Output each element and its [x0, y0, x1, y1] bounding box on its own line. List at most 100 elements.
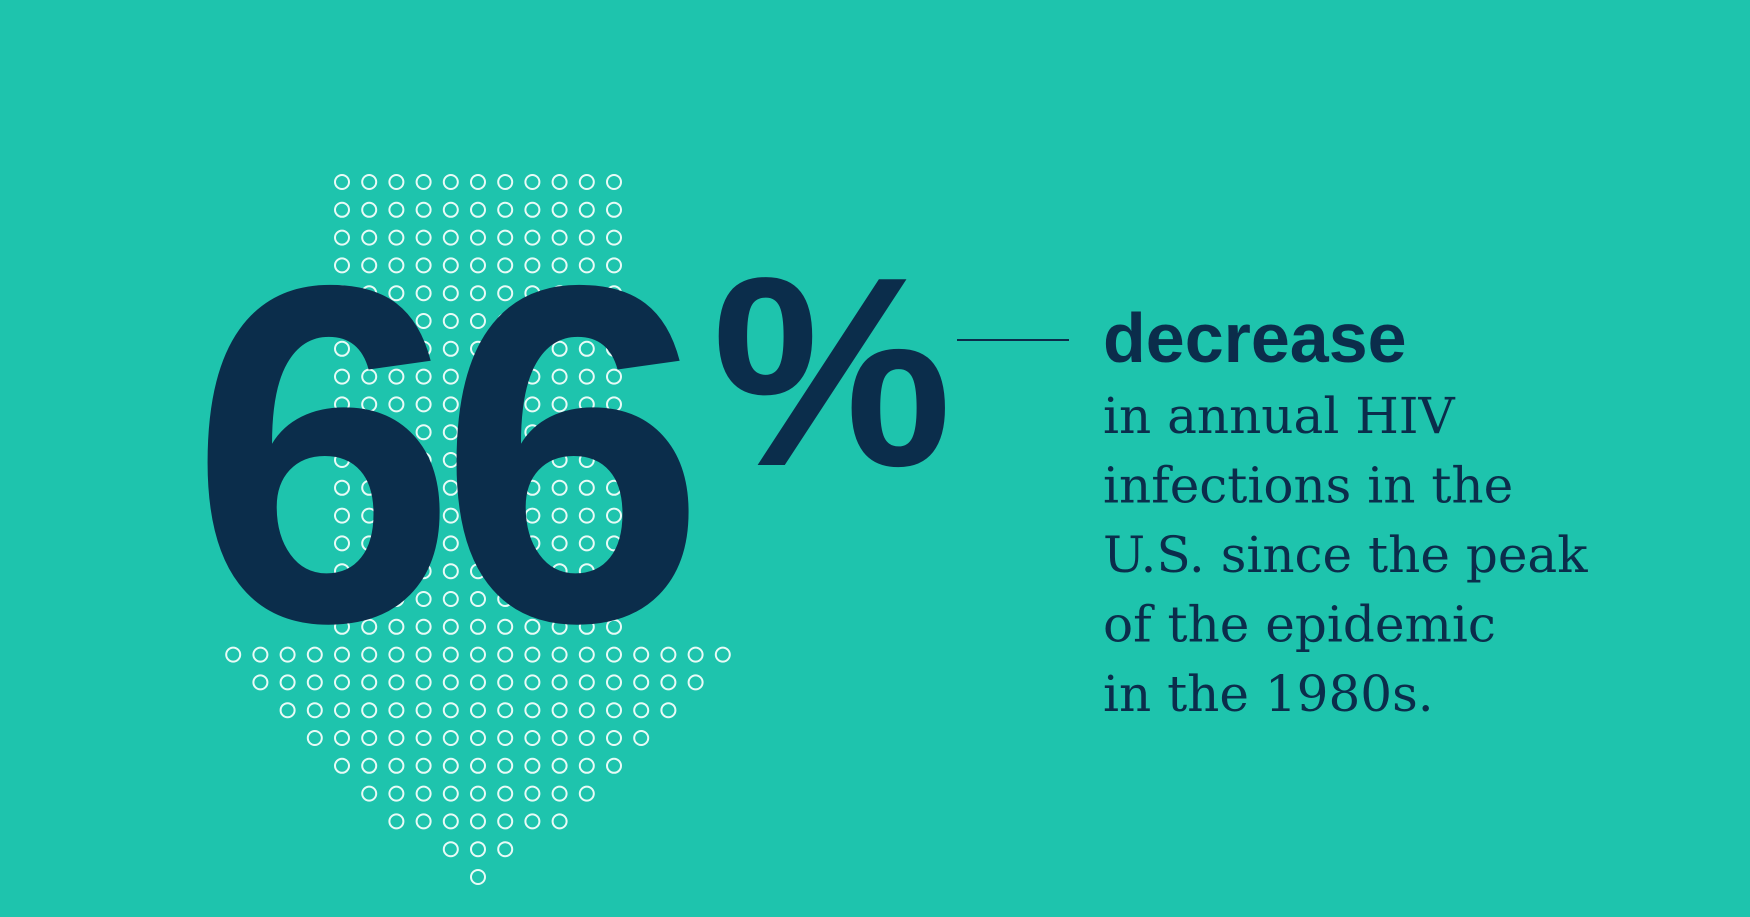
dot	[334, 479, 350, 496]
dot	[361, 174, 378, 190]
dot	[497, 757, 514, 774]
dot	[306, 702, 323, 719]
dot	[497, 563, 514, 580]
dot	[551, 229, 568, 246]
dot	[524, 646, 541, 663]
dot	[388, 507, 405, 524]
dot	[415, 229, 432, 246]
dot	[334, 368, 350, 385]
dot	[334, 730, 350, 746]
dot	[606, 285, 622, 302]
dot	[442, 702, 459, 719]
dot	[388, 174, 405, 190]
dot	[442, 479, 459, 496]
dot	[334, 452, 350, 468]
dot	[524, 702, 541, 719]
dot	[334, 285, 350, 302]
dot	[606, 507, 622, 524]
dot	[551, 535, 568, 552]
dot	[361, 563, 378, 580]
dot	[388, 368, 405, 385]
dot	[470, 396, 486, 413]
dot	[551, 563, 568, 580]
dot	[388, 785, 405, 802]
dot	[606, 757, 622, 774]
dot	[578, 646, 595, 663]
dot	[497, 340, 514, 357]
dot	[388, 535, 405, 552]
dot	[578, 424, 595, 441]
dot	[606, 563, 622, 580]
dot	[470, 869, 486, 885]
dot	[470, 229, 486, 246]
dot	[551, 368, 568, 385]
dot	[334, 174, 350, 190]
dot	[551, 313, 568, 329]
dot	[578, 702, 595, 719]
dot	[415, 646, 432, 663]
dot	[361, 785, 378, 802]
dot	[415, 702, 432, 719]
dot	[279, 674, 296, 691]
dot	[524, 757, 541, 774]
dot	[361, 340, 378, 357]
dot	[470, 702, 486, 719]
dot	[497, 618, 514, 635]
dot	[551, 591, 568, 607]
dot	[388, 285, 405, 302]
dot	[470, 757, 486, 774]
dot	[714, 646, 731, 663]
dot	[497, 507, 514, 524]
dot	[279, 646, 296, 663]
dot	[524, 674, 541, 691]
dot	[415, 452, 432, 468]
dot	[361, 757, 378, 774]
dot	[606, 674, 622, 691]
dot	[578, 535, 595, 552]
dot	[334, 618, 350, 635]
dot	[442, 591, 459, 607]
dot	[606, 396, 622, 413]
dot	[497, 257, 514, 274]
dot	[388, 702, 405, 719]
dot	[524, 452, 541, 468]
dot	[361, 257, 378, 274]
dot	[660, 646, 677, 663]
dot	[497, 841, 514, 858]
headline: decrease	[1103, 299, 1407, 377]
dot	[578, 452, 595, 468]
dot	[361, 646, 378, 663]
dot	[415, 785, 432, 802]
dot	[442, 229, 459, 246]
dot	[361, 424, 378, 441]
dot	[524, 563, 541, 580]
dot	[252, 646, 269, 663]
dot	[225, 646, 242, 663]
dot	[415, 730, 432, 746]
dot	[442, 368, 459, 385]
dot	[524, 229, 541, 246]
dot	[606, 591, 622, 607]
dot	[551, 507, 568, 524]
dot	[470, 563, 486, 580]
dot	[388, 257, 405, 274]
dot	[497, 368, 514, 385]
dot	[361, 507, 378, 524]
dot	[361, 591, 378, 607]
dot	[497, 591, 514, 607]
dot	[470, 313, 486, 329]
dot	[470, 285, 486, 302]
dot	[306, 730, 323, 746]
dot	[633, 702, 650, 719]
dot	[470, 785, 486, 802]
dot	[361, 674, 378, 691]
dot	[442, 452, 459, 468]
dot	[388, 313, 405, 329]
dot	[442, 563, 459, 580]
dot	[442, 841, 459, 858]
dot	[470, 813, 486, 830]
dot	[578, 340, 595, 357]
dot	[551, 813, 568, 830]
